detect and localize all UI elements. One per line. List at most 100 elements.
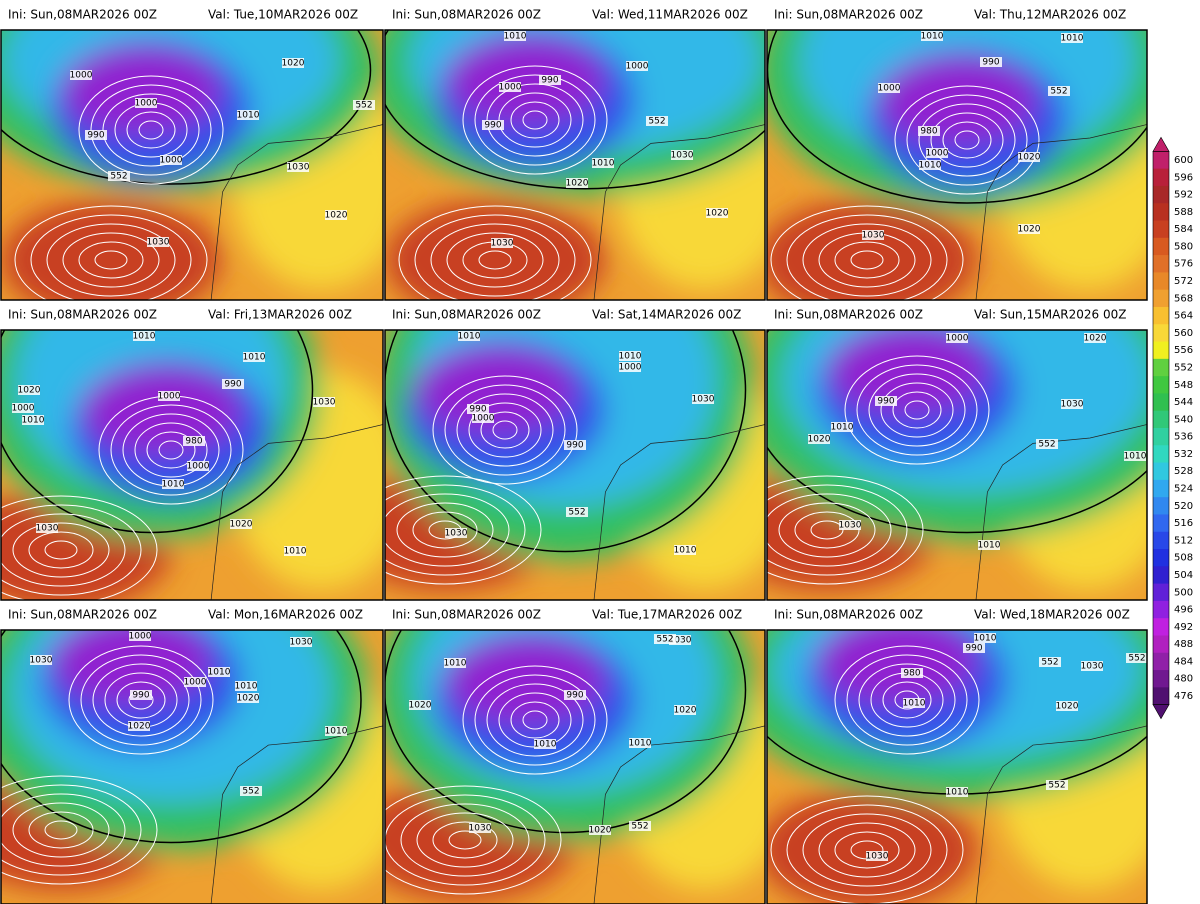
contour-label: 1030	[147, 238, 170, 248]
colorbar-label: 564	[1174, 311, 1193, 322]
colorbar-label: 476	[1174, 691, 1193, 702]
contour-label-bg	[85, 130, 107, 140]
contour-label: 1000	[135, 99, 158, 109]
init-time: Ini: Sun,08MAR2026 00Z	[8, 8, 157, 22]
contour-label: 552	[110, 172, 127, 182]
contour-label: 1000	[878, 84, 901, 94]
isobar	[44, 540, 78, 560]
coastline	[975, 725, 1147, 904]
contour-label-bg	[135, 98, 157, 108]
contour-label: 1010	[133, 332, 156, 342]
isobar	[767, 484, 908, 576]
isobar	[146, 431, 196, 469]
purple-field	[445, 635, 605, 725]
colorbar-swatch	[1153, 306, 1169, 325]
contour-label: 1030	[669, 636, 692, 646]
high-field	[385, 200, 605, 300]
contour-label-bg	[674, 705, 696, 715]
map-border	[384, 29, 766, 301]
valid-time: Val: Wed,11MAR2026 00Z	[592, 8, 748, 22]
contour-label: 1020	[1084, 334, 1107, 344]
contour-label-bg	[409, 700, 431, 710]
contour-label-bg	[671, 150, 693, 160]
contour-label: 1030	[290, 638, 313, 648]
isobar	[786, 804, 948, 896]
isobar	[116, 681, 166, 719]
purple-field	[61, 45, 221, 135]
contour-label-bg	[963, 643, 985, 653]
coastline	[210, 424, 383, 600]
isobar	[14, 205, 208, 300]
contour-label-bg	[128, 721, 150, 731]
contour-label-bg	[974, 633, 996, 643]
contour-label-bg	[669, 635, 691, 645]
contour-label: 552	[656, 635, 673, 645]
colorbar-label: 520	[1174, 501, 1193, 512]
contour-label: 980	[185, 437, 202, 447]
isobar	[446, 232, 544, 288]
contour-label-bg	[674, 545, 696, 555]
map-border	[0, 629, 384, 904]
isobar	[28, 811, 94, 849]
map-panel: 1010101010201000990100010109801000101010…	[1, 330, 383, 600]
contour-label: 1010	[284, 547, 307, 557]
contour-label-bg	[1018, 152, 1040, 162]
contour-label: 1030	[671, 151, 694, 161]
contour-label-bg	[445, 528, 467, 538]
contour-label-bg	[619, 351, 641, 361]
colorbar-label: 576	[1174, 259, 1193, 270]
contour-label: 1010	[504, 32, 527, 42]
isobar	[444, 384, 566, 476]
isobar	[385, 785, 562, 895]
isobar	[818, 822, 916, 878]
isobar	[448, 830, 482, 850]
contour-label-bg	[187, 461, 209, 471]
isobar	[80, 654, 202, 746]
contour-label-bg	[469, 823, 491, 833]
isobar	[1, 504, 142, 596]
contour-label-bg	[875, 396, 897, 406]
contour-552	[1, 630, 362, 844]
isobar	[398, 205, 592, 300]
contour-label-bg	[240, 786, 262, 796]
isobar	[12, 802, 110, 858]
contour-label: 552	[568, 508, 585, 518]
colorbar-swatch	[1153, 652, 1169, 671]
isobar	[474, 674, 596, 766]
contour-label: 990	[132, 691, 149, 701]
isobar	[78, 241, 144, 279]
contour-label: 1000	[472, 414, 495, 424]
contour-label: 1010	[235, 682, 258, 692]
colorbar-swatch	[1153, 618, 1169, 636]
contour-label-bg	[22, 415, 44, 425]
contour-label-bg	[222, 379, 244, 389]
contour-label-bg	[629, 821, 651, 831]
coastline	[593, 124, 765, 300]
init-time: Ini: Sun,08MAR2026 00Z	[774, 308, 923, 322]
colorbar-swatch	[1153, 185, 1169, 204]
contour-label-bg	[564, 690, 586, 700]
isobar	[786, 214, 948, 300]
contour-label: 1030	[287, 163, 310, 173]
colorbar-swatch	[1153, 566, 1169, 585]
init-time: Ini: Sun,08MAR2026 00Z	[392, 8, 541, 22]
colorbar-label: 516	[1174, 518, 1193, 529]
contour-label-bg	[619, 362, 641, 372]
contour-label-bg	[108, 171, 130, 181]
colorbar-label: 552	[1174, 362, 1193, 373]
contour-label: 1030	[692, 395, 715, 405]
map-border	[384, 329, 766, 601]
contour-label: 1030	[36, 524, 59, 534]
isobar	[126, 111, 176, 149]
isobar	[134, 422, 208, 478]
contour-552	[385, 30, 765, 190]
colorbar-swatch	[1153, 393, 1169, 412]
contour-label-bg	[162, 479, 184, 489]
contour-label: 1000	[926, 149, 949, 159]
contour-label-bg	[325, 726, 347, 736]
isobar	[767, 493, 892, 567]
